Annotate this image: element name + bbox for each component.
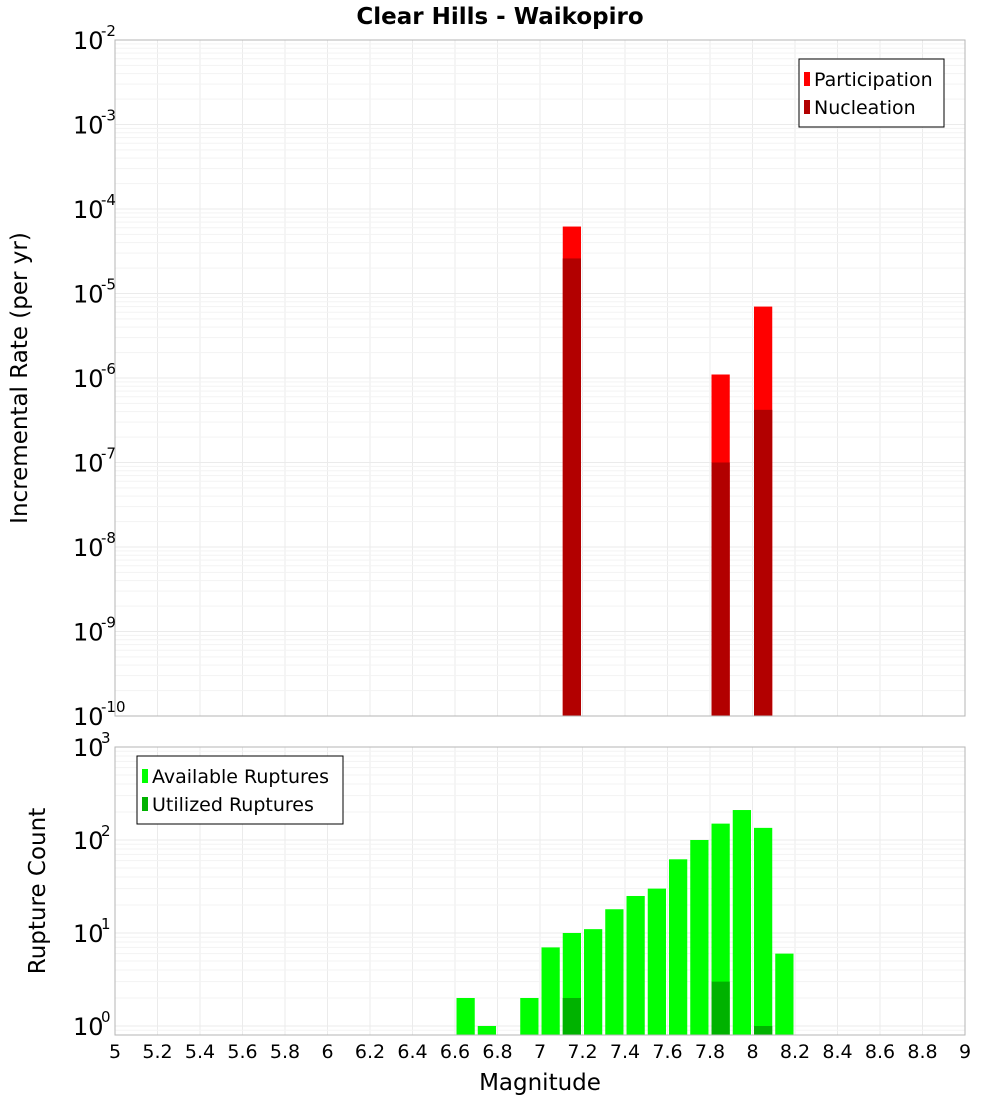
bar-available-ruptures bbox=[669, 859, 688, 1035]
x-tick-label: 6.6 bbox=[440, 1041, 470, 1063]
y-tick-label: 10 bbox=[73, 27, 104, 55]
bar-available-ruptures bbox=[647, 888, 666, 1035]
bar-available-ruptures bbox=[732, 810, 751, 1035]
x-tick-label: 5.6 bbox=[227, 1041, 257, 1063]
x-tick-label: 8.8 bbox=[907, 1041, 937, 1063]
y-tick-exponent: 2 bbox=[101, 822, 111, 840]
legend-label: Utilized Ruptures bbox=[152, 794, 314, 816]
legend-swatch bbox=[804, 72, 810, 86]
legend-swatch bbox=[142, 797, 148, 811]
x-tick-label: 5.8 bbox=[270, 1041, 300, 1063]
x-axis-label: Magnitude bbox=[479, 1070, 601, 1096]
y-tick-exponent: -5 bbox=[101, 276, 116, 294]
bar-nucleation bbox=[754, 409, 773, 716]
x-tick-label: 6.2 bbox=[355, 1041, 385, 1063]
y-tick-label: 10 bbox=[73, 196, 104, 224]
legend-box bbox=[136, 755, 344, 825]
bar-available-ruptures bbox=[775, 953, 794, 1035]
y-tick-label: 10 bbox=[73, 1013, 104, 1041]
bar-nucleation bbox=[711, 462, 730, 716]
y-tick-exponent: -7 bbox=[101, 445, 116, 463]
legend-box bbox=[798, 58, 945, 128]
bar-available-ruptures bbox=[605, 909, 624, 1035]
x-tick-label: 5 bbox=[109, 1041, 121, 1063]
y-tick-exponent: -3 bbox=[101, 107, 116, 125]
magnitude-x-ticks: 5 5.2 5.4 5.6 5.8 6 6.2 6.4 6.6 6.8 7 7.2 7.4 7.6 7.8 8… bbox=[109, 1041, 971, 1063]
y-tick-exponent: -6 bbox=[101, 360, 116, 378]
bar-available-ruptures bbox=[541, 947, 560, 1035]
rupture-count-plot-grid bbox=[114, 746, 966, 1036]
y-tick-label: 10 bbox=[73, 619, 104, 647]
x-tick-label: 5.4 bbox=[185, 1041, 215, 1063]
y-tick-exponent: 1 bbox=[101, 915, 111, 933]
legend-label: Nucleation bbox=[814, 97, 916, 119]
rate-plot-frame bbox=[114, 39, 966, 717]
y-tick-exponent: -10 bbox=[101, 698, 126, 716]
y-tick-label: 10 bbox=[73, 920, 104, 948]
rupture-count-plot-y-label: Rupture Count bbox=[25, 808, 51, 974]
y-tick-label: 10 bbox=[73, 703, 104, 731]
bar-available-ruptures bbox=[477, 1025, 496, 1035]
y-tick-label: 10 bbox=[73, 827, 104, 855]
y-tick-exponent: -4 bbox=[101, 191, 116, 209]
bar-available-ruptures bbox=[626, 895, 645, 1035]
rate-plot-legend: Participation Nucleation bbox=[798, 58, 945, 128]
rate-plot-y-label: Incremental Rate (per yr) bbox=[7, 232, 33, 524]
y-tick-exponent: 0 bbox=[101, 1008, 111, 1026]
chart-title: Clear Hills - Waikopiro bbox=[356, 4, 643, 30]
y-tick-label: 10 bbox=[73, 365, 104, 393]
x-tick-label: 6.4 bbox=[397, 1041, 427, 1063]
x-tick-label: 8.6 bbox=[865, 1041, 895, 1063]
x-tick-label: 8 bbox=[746, 1041, 758, 1063]
legend-swatch bbox=[142, 769, 148, 783]
x-tick-label: 7.8 bbox=[695, 1041, 725, 1063]
y-tick-exponent: 3 bbox=[101, 729, 111, 747]
legend-label: Participation bbox=[814, 69, 933, 91]
rupture-count-plot-frame bbox=[114, 746, 966, 1036]
legend-swatch bbox=[804, 100, 810, 114]
y-tick-exponent: -2 bbox=[101, 22, 116, 40]
bar-available-ruptures bbox=[456, 997, 475, 1035]
y-tick-label: 10 bbox=[73, 450, 104, 478]
rate-plot-grid bbox=[114, 39, 966, 717]
y-tick-label: 10 bbox=[73, 534, 104, 562]
y-tick-exponent: -9 bbox=[101, 614, 116, 632]
y-tick-label: 10 bbox=[73, 112, 104, 140]
bar-nucleation bbox=[562, 258, 581, 716]
y-tick-label: 10 bbox=[73, 734, 104, 762]
bar-available-ruptures bbox=[754, 827, 773, 1035]
bar-available-ruptures bbox=[584, 929, 603, 1035]
x-tick-label: 6 bbox=[321, 1041, 333, 1063]
x-tick-label: 7.4 bbox=[610, 1041, 640, 1063]
bar-available-ruptures bbox=[520, 997, 539, 1035]
rate-plot-bars bbox=[562, 226, 773, 716]
bar-utilized-ruptures bbox=[754, 1025, 773, 1035]
rupture-count-plot-bars bbox=[456, 810, 794, 1035]
x-tick-label: 9 bbox=[959, 1041, 971, 1063]
x-tick-label: 8.2 bbox=[780, 1041, 810, 1063]
bar-utilized-ruptures bbox=[562, 997, 581, 1035]
y-tick-exponent: -8 bbox=[101, 529, 116, 547]
x-tick-label: 7.6 bbox=[652, 1041, 682, 1063]
rupture-count-plot-legend: Available Ruptures Utilized Ruptures bbox=[136, 755, 344, 825]
legend-label: Available Ruptures bbox=[152, 766, 329, 788]
x-tick-label: 5.2 bbox=[142, 1041, 172, 1063]
bar-utilized-ruptures bbox=[711, 981, 730, 1035]
x-tick-label: 7 bbox=[534, 1041, 546, 1063]
bar-available-ruptures bbox=[690, 839, 709, 1035]
y-tick-label: 10 bbox=[73, 281, 104, 309]
x-tick-label: 7.2 bbox=[567, 1041, 597, 1063]
x-tick-label: 8.4 bbox=[822, 1041, 852, 1063]
x-tick-label: 6.8 bbox=[482, 1041, 512, 1063]
